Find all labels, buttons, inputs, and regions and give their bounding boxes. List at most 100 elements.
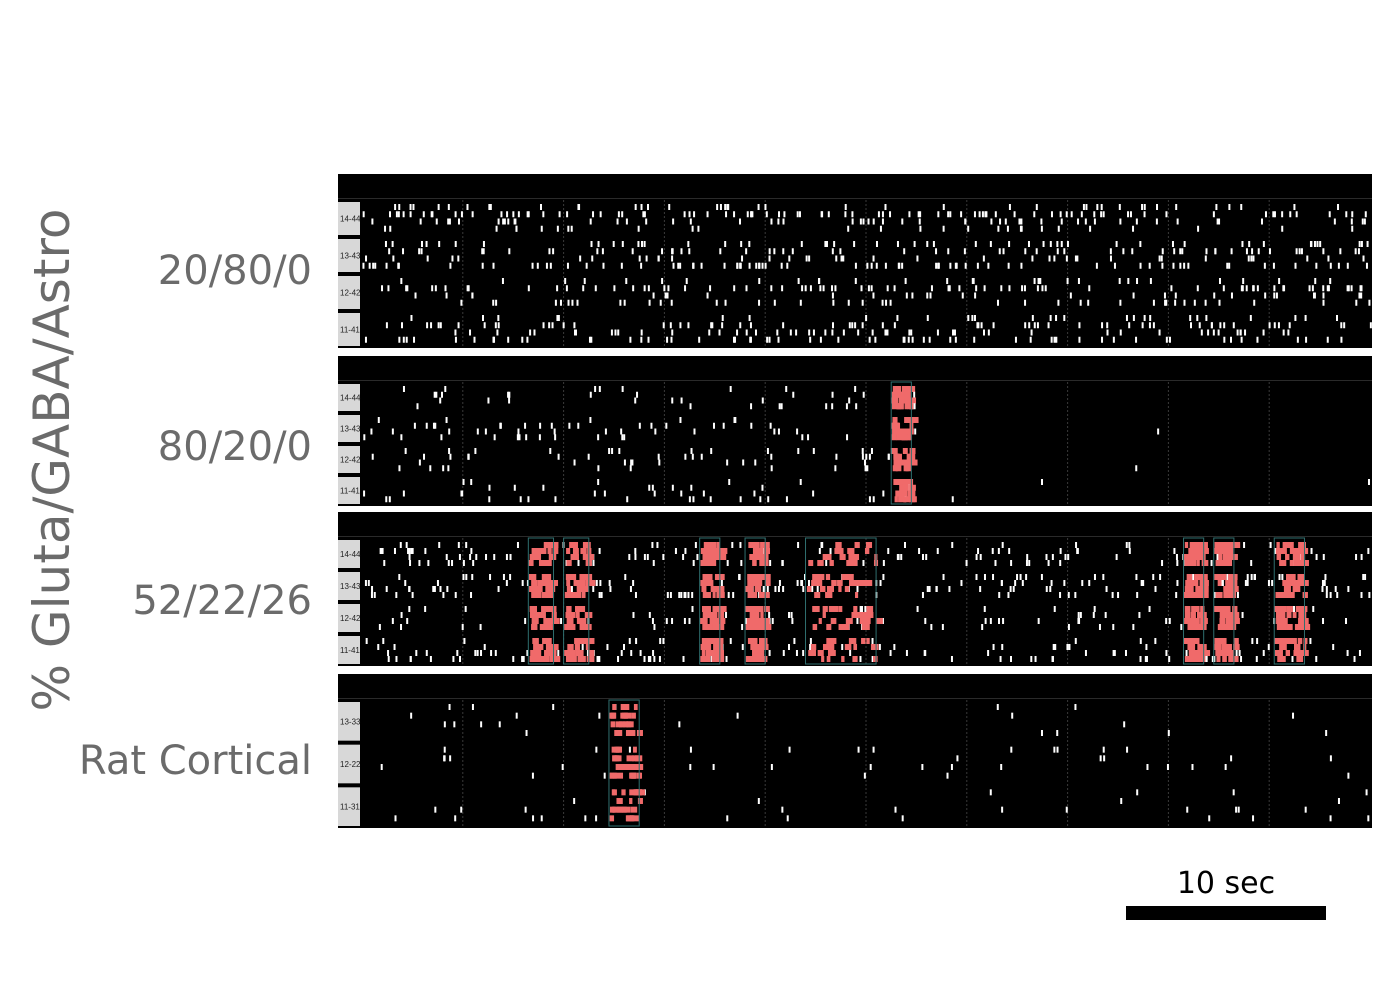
spike <box>1056 241 1059 247</box>
spike <box>844 204 847 210</box>
burst-spike <box>752 606 757 612</box>
spike <box>1059 211 1062 218</box>
spike <box>556 225 559 232</box>
spike <box>518 434 521 441</box>
spike <box>1053 606 1056 612</box>
burst-spike <box>896 453 900 460</box>
spike <box>930 624 933 630</box>
burst-spike <box>759 574 765 580</box>
burst-spike <box>811 580 819 586</box>
burst-spike <box>755 606 763 612</box>
spike <box>979 554 982 560</box>
spike <box>1271 580 1274 586</box>
spike <box>567 299 570 306</box>
spike <box>929 292 932 299</box>
burst-spike <box>907 428 914 435</box>
spike <box>533 329 536 336</box>
spike <box>1205 315 1208 321</box>
spike <box>594 386 597 392</box>
spike <box>506 211 509 218</box>
burst-spike <box>1280 548 1287 554</box>
burst-spike <box>1202 612 1207 618</box>
spike <box>641 241 644 247</box>
spike <box>1294 262 1297 269</box>
spike <box>856 586 859 592</box>
spike <box>549 448 552 454</box>
spike <box>616 218 619 225</box>
spike <box>589 218 592 225</box>
spike <box>904 278 907 284</box>
spike <box>1304 806 1307 813</box>
spike <box>948 586 951 592</box>
spike <box>996 704 999 710</box>
burst-spike <box>548 618 555 624</box>
spike <box>598 712 601 719</box>
spike <box>557 315 560 321</box>
spike <box>419 218 422 225</box>
spike <box>395 656 398 662</box>
burst-spike <box>841 656 845 662</box>
burst-spike <box>1225 586 1230 592</box>
spike <box>540 225 543 232</box>
spike <box>832 322 835 329</box>
spike <box>437 322 440 329</box>
burst-spike <box>547 542 553 548</box>
burst-spike <box>838 624 845 630</box>
spike <box>739 322 742 329</box>
spike <box>1102 746 1105 753</box>
channel-label-box <box>338 702 360 741</box>
spike <box>497 218 500 225</box>
spike <box>1132 624 1135 630</box>
channel-row: 12-42 <box>338 446 1138 473</box>
spike <box>950 764 953 770</box>
burst-spike <box>538 560 545 566</box>
burst-spike <box>564 592 572 598</box>
spike <box>671 484 674 491</box>
spike <box>922 336 925 343</box>
spike <box>817 278 820 284</box>
spike <box>1170 285 1173 292</box>
burst-spike <box>703 542 710 548</box>
burst-spike <box>1280 606 1287 612</box>
spike <box>436 580 439 586</box>
channel-label-box <box>338 415 360 442</box>
spike <box>620 428 623 435</box>
spike <box>566 211 569 218</box>
burst-spike <box>908 403 913 410</box>
spike <box>935 248 938 255</box>
spike <box>532 815 535 822</box>
burst-spike <box>810 644 817 650</box>
spike <box>515 712 518 719</box>
spike <box>728 479 731 485</box>
spike <box>426 255 429 262</box>
burst-spike <box>755 554 760 560</box>
spike <box>1200 329 1203 336</box>
burst-spike <box>632 755 639 762</box>
burst-spike <box>1223 548 1228 554</box>
burst-spike <box>706 580 712 586</box>
spike <box>412 204 415 210</box>
spike <box>767 496 770 503</box>
spike <box>949 262 952 269</box>
burst-spike <box>1285 650 1291 656</box>
spike <box>1283 285 1286 292</box>
spike <box>862 560 865 566</box>
burst-spike <box>529 656 536 662</box>
spike <box>621 434 624 441</box>
spike <box>570 225 573 232</box>
spike <box>439 322 442 329</box>
spike <box>594 285 597 292</box>
spike <box>685 278 688 284</box>
spike <box>834 285 837 292</box>
spike <box>725 656 728 662</box>
burst-spike <box>894 496 898 503</box>
spike <box>832 299 835 306</box>
channel-label: 13-43 <box>340 582 361 591</box>
spike <box>1312 606 1315 612</box>
spike <box>1136 278 1139 284</box>
spike <box>394 815 397 822</box>
spike <box>748 262 751 269</box>
spike <box>999 656 1002 662</box>
spike <box>461 624 464 630</box>
burst-spike <box>1297 574 1302 580</box>
